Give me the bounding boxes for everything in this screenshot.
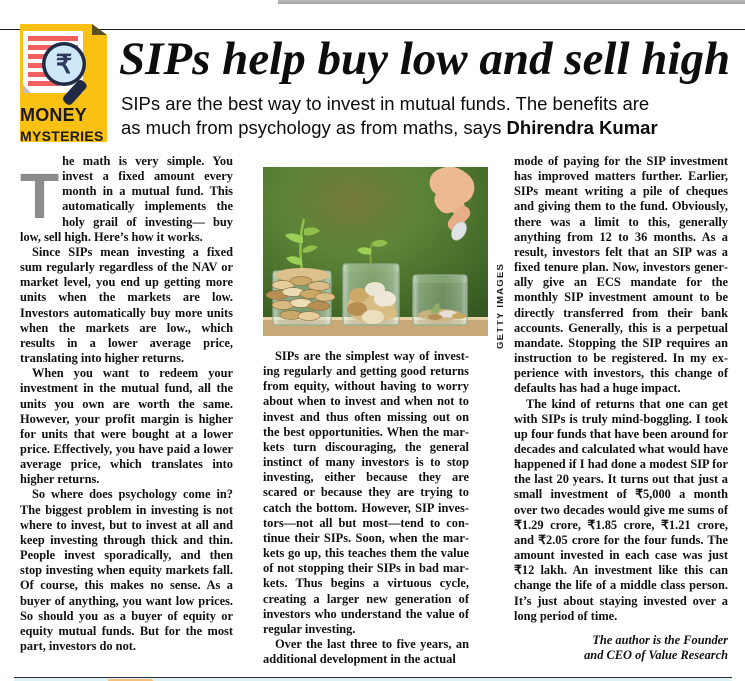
svg-text:GETTY IMAGES: GETTY IMAGES <box>497 263 506 349</box>
svg-text:₹: ₹ <box>56 49 73 79</box>
